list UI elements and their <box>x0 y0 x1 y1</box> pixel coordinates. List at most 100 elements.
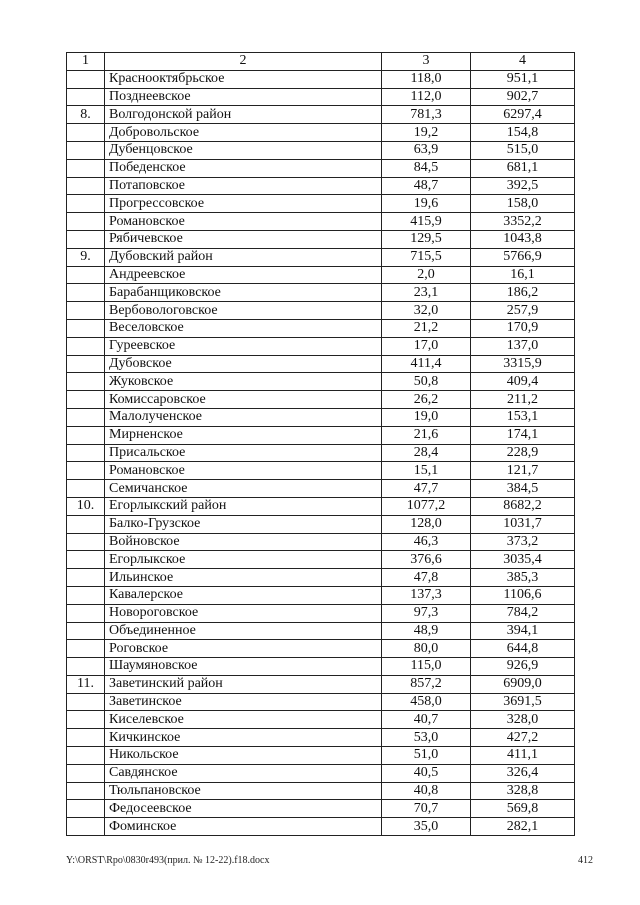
row-number <box>66 69 105 89</box>
table-row: Жуковское 50,8 409,4 <box>66 372 575 392</box>
row-number <box>66 372 105 392</box>
value-col-4: 186,2 <box>470 283 575 303</box>
value-col-3: 19,2 <box>381 123 471 142</box>
value-col-4: 681,1 <box>470 158 575 178</box>
table-row: Заветинское 458,0 3691,5 <box>66 692 575 712</box>
settlement-name: Победенское <box>104 158 382 178</box>
settlement-name: Добровольское <box>104 123 382 142</box>
value-col-4: 411,1 <box>470 746 575 765</box>
table-row: Гуреевское 17,0 137,0 <box>66 336 575 356</box>
value-col-3: 112,0 <box>381 87 471 107</box>
value-col-3: 15,1 <box>381 461 471 481</box>
row-number <box>66 301 105 320</box>
value-col-3: 415,9 <box>381 212 471 231</box>
value-col-3: 128,0 <box>381 514 471 534</box>
value-col-4: 174,1 <box>470 425 575 445</box>
settlement-name: Заветинский район <box>104 674 382 694</box>
row-number <box>66 87 105 107</box>
settlement-name: Шаумяновское <box>104 657 382 676</box>
value-col-3: 1077,2 <box>381 496 471 516</box>
table-body: 1 2 3 4 Краснооктябрьское 118,0 951,1 Поздн… <box>66 52 575 837</box>
settlement-name: Барабанщиковское <box>104 283 382 303</box>
row-number <box>66 461 105 481</box>
row-number <box>66 621 105 641</box>
value-col-3: 857,2 <box>381 674 471 694</box>
settlement-name: Андреевское <box>104 265 382 285</box>
value-col-3: 129,5 <box>381 229 471 249</box>
value-col-3: 2,0 <box>381 265 471 285</box>
settlement-name: Новороговское <box>104 603 382 623</box>
value-col-4: 3315,9 <box>470 354 575 374</box>
value-col-4: 8682,2 <box>470 496 575 516</box>
table-row: Дубенцовское 63,9 515,0 <box>66 140 575 160</box>
value-col-3: 376,6 <box>381 550 471 570</box>
data-table: 1 2 3 4 Краснооктябрьское 118,0 951,1 Поздн… <box>66 52 575 837</box>
row-number <box>66 123 105 142</box>
value-col-4: 6297,4 <box>470 105 575 125</box>
value-col-3: 137,3 <box>381 585 471 605</box>
table-row: Кичкинское 53,0 427,2 <box>66 728 575 748</box>
value-col-4: 257,9 <box>470 301 575 320</box>
settlement-name: Присальское <box>104 443 382 463</box>
page-number: 412 <box>578 855 593 866</box>
value-col-3: 97,3 <box>381 603 471 623</box>
settlement-name: Дубовское <box>104 354 382 374</box>
table-row: Рябичевское 129,5 1043,8 <box>66 229 575 249</box>
value-col-3: 26,2 <box>381 390 471 409</box>
table-row: Войновское 46,3 373,2 <box>66 532 575 552</box>
value-col-4: 1043,8 <box>470 229 575 249</box>
value-col-3: 19,6 <box>381 194 471 214</box>
row-number <box>66 443 105 463</box>
value-col-4: 228,9 <box>470 443 575 463</box>
row-number <box>66 728 105 748</box>
settlement-name: Савдянское <box>104 763 382 783</box>
row-number <box>66 817 105 837</box>
row-number <box>66 710 105 730</box>
table-row: 10. Егорлыкский район 1077,2 8682,2 <box>66 496 575 516</box>
row-number <box>66 212 105 231</box>
value-col-4: 328,8 <box>470 781 575 801</box>
value-col-4: 5766,9 <box>470 247 575 267</box>
value-col-4: 170,9 <box>470 318 575 338</box>
value-col-3: 35,0 <box>381 817 471 837</box>
row-number <box>66 639 105 659</box>
header-col-1: 1 <box>66 52 105 71</box>
value-col-4: 373,2 <box>470 532 575 552</box>
value-col-4: 427,2 <box>470 728 575 748</box>
header-col-2: 2 <box>104 52 382 71</box>
value-col-3: 50,8 <box>381 372 471 392</box>
table-row: Ильинское 47,8 385,3 <box>66 568 575 587</box>
settlement-name: Кичкинское <box>104 728 382 748</box>
row-number: 11. <box>66 674 105 694</box>
table-row: Комиссаровское 26,2 211,2 <box>66 390 575 409</box>
row-number <box>66 799 105 819</box>
settlement-name: Киселевское <box>104 710 382 730</box>
value-col-4: 137,0 <box>470 336 575 356</box>
value-col-4: 926,9 <box>470 657 575 676</box>
table-row: Вербовологовское 32,0 257,9 <box>66 301 575 320</box>
table-row: Краснооктябрьское 118,0 951,1 <box>66 69 575 89</box>
value-col-3: 51,0 <box>381 746 471 765</box>
value-col-4: 1031,7 <box>470 514 575 534</box>
table-row: Никольское 51,0 411,1 <box>66 746 575 765</box>
table-row: Присальское 28,4 228,9 <box>66 443 575 463</box>
value-col-4: 644,8 <box>470 639 575 659</box>
settlement-name: Краснооктябрьское <box>104 69 382 89</box>
row-number <box>66 692 105 712</box>
value-col-3: 411,4 <box>381 354 471 374</box>
settlement-name: Егорлыкское <box>104 550 382 570</box>
table-row: Прогрессовское 19,6 158,0 <box>66 194 575 214</box>
row-number: 9. <box>66 247 105 267</box>
row-number <box>66 603 105 623</box>
settlement-name: Романовское <box>104 461 382 481</box>
settlement-name: Егорлыкский район <box>104 496 382 516</box>
row-number <box>66 425 105 445</box>
value-col-3: 17,0 <box>381 336 471 356</box>
row-number <box>66 158 105 178</box>
value-col-4: 409,4 <box>470 372 575 392</box>
value-col-4: 385,3 <box>470 568 575 587</box>
value-col-4: 1106,6 <box>470 585 575 605</box>
row-number <box>66 390 105 409</box>
settlement-name: Малолученское <box>104 407 382 427</box>
settlement-name: Объединенное <box>104 621 382 641</box>
